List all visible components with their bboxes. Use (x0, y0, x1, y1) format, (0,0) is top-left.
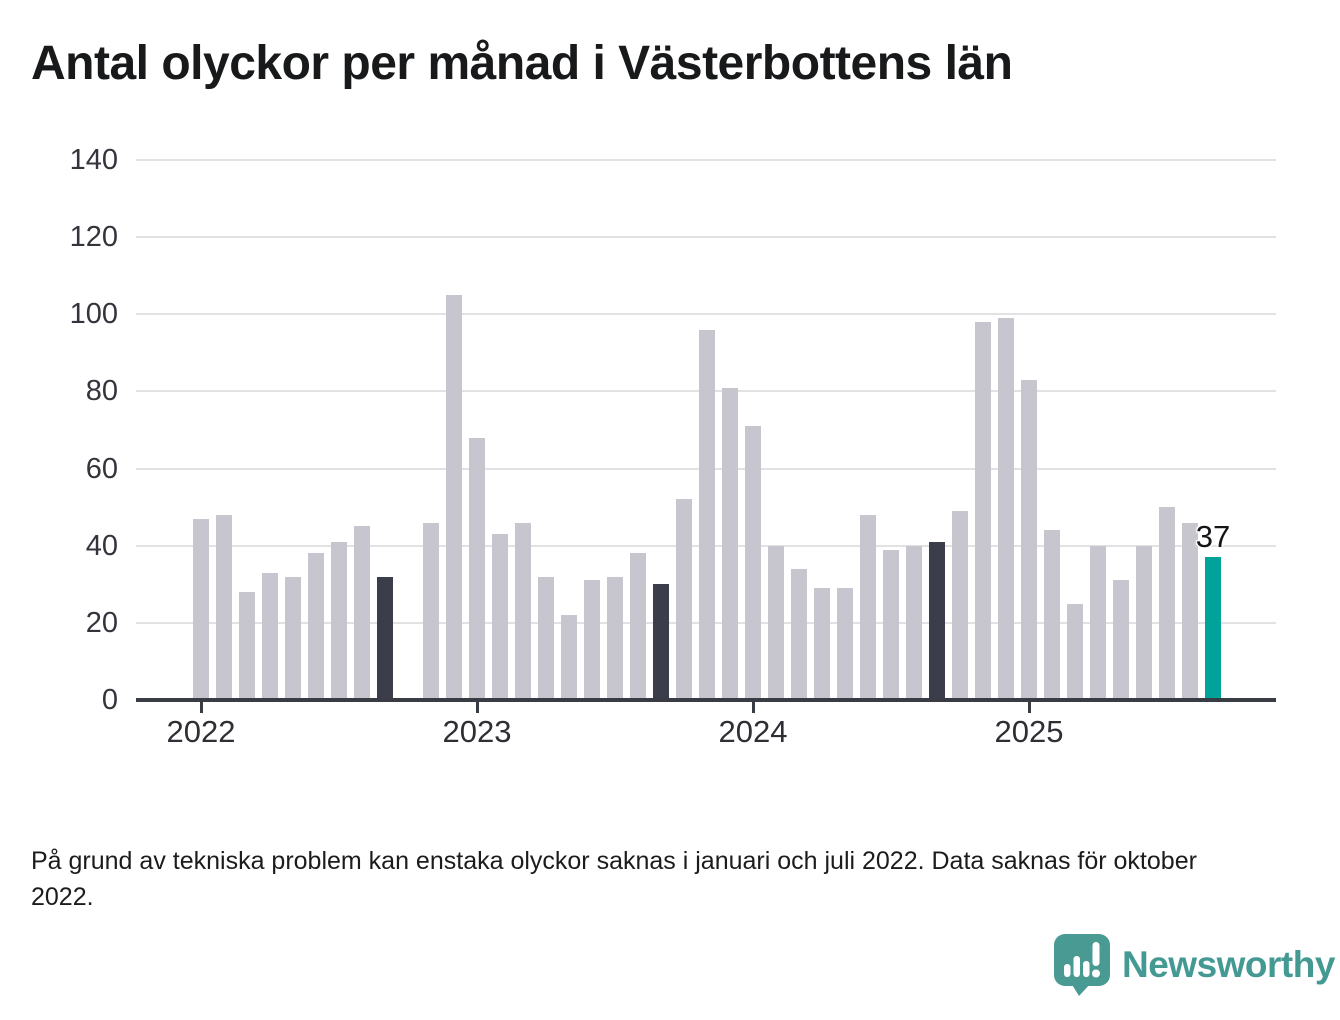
gridline (136, 159, 1276, 161)
bar (905, 545, 923, 700)
bar (537, 576, 555, 700)
bar (238, 592, 256, 700)
newsworthy-brand-text: Newsworthy (1122, 943, 1335, 985)
bar (1043, 530, 1061, 700)
bar (422, 522, 440, 700)
x-axis-tick (475, 702, 479, 713)
bar (560, 615, 578, 700)
bar (330, 541, 348, 700)
bar (1158, 507, 1176, 700)
bar (606, 576, 624, 700)
bar (744, 426, 762, 700)
y-axis-tick-label: 60 (85, 452, 118, 485)
bar (353, 526, 371, 700)
bar (192, 518, 210, 700)
bar (1089, 545, 1107, 700)
bar (813, 588, 831, 700)
bar (859, 514, 877, 700)
x-axis-baseline (136, 698, 1276, 702)
bar (1181, 522, 1199, 700)
bar (836, 588, 854, 700)
bar (629, 553, 647, 700)
x-axis-year-label: 2023 (442, 714, 512, 749)
bar (675, 499, 693, 700)
bar (790, 568, 808, 700)
y-axis-tick-label: 140 (69, 144, 118, 176)
y-axis-tick-label: 40 (85, 529, 118, 562)
bar (468, 437, 486, 700)
bar (376, 576, 394, 700)
bar (974, 322, 992, 700)
bar (491, 534, 509, 700)
y-axis-tick-label: 20 (85, 606, 118, 639)
bar (882, 549, 900, 700)
y-axis-tick-label: 100 (69, 298, 118, 331)
bar (1066, 603, 1084, 700)
x-axis-year-label: 2024 (718, 714, 788, 749)
bar (215, 514, 233, 700)
y-axis-tick-label: 0 (101, 684, 118, 716)
x-axis-year-label: 2025 (994, 714, 1064, 749)
bar (767, 545, 785, 700)
bar (514, 522, 532, 700)
bar (261, 572, 279, 700)
bar (307, 553, 325, 700)
bar (1112, 580, 1130, 700)
bar (284, 576, 302, 700)
newsworthy-logo-icon (1054, 934, 1110, 996)
bar (583, 580, 601, 700)
bar (928, 541, 946, 700)
bar (951, 511, 969, 700)
bar (698, 329, 716, 700)
x-axis-tick (1027, 702, 1031, 713)
y-axis-tick-label: 80 (85, 375, 118, 408)
x-axis-tick (751, 702, 755, 713)
y-axis-tick-label: 120 (69, 221, 118, 254)
bar (652, 584, 670, 700)
gridline (136, 236, 1276, 239)
footnote-text: På grund av tekniska problem kan enstaka… (31, 847, 1197, 911)
bar (721, 387, 739, 700)
gridline (136, 313, 1276, 316)
bar (1135, 545, 1153, 700)
newsworthy-logo: Newsworthy (1053, 933, 1335, 996)
bar (997, 318, 1015, 700)
bar (1020, 379, 1038, 700)
x-axis-year-label: 2022 (166, 714, 236, 749)
chart-title: Antal olyckor per månad i Västerbottens … (31, 37, 1013, 90)
bar-value-label: 37 (1195, 519, 1231, 555)
bar (445, 295, 463, 700)
x-axis-tick (199, 702, 203, 713)
bar (1204, 557, 1222, 700)
